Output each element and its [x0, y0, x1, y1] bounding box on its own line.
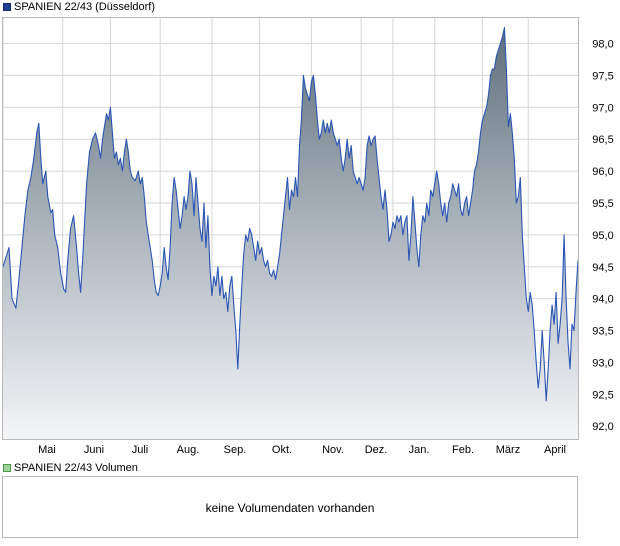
y-tick-label: 97,5	[592, 70, 613, 82]
watermark: AKTIEN	[209, 201, 267, 218]
x-tick-label: Nov.	[322, 444, 344, 456]
no-volume-message: keine Volumendaten vorhanden	[205, 501, 375, 515]
y-tick-label: 95,5	[592, 198, 613, 210]
plot-frame	[2, 17, 579, 440]
y-tick-label: 95,0	[592, 230, 613, 242]
y-tick-label: 97,0	[592, 102, 613, 114]
price-legend: SPANIEN 22/43 (Düsseldorf)	[3, 1, 155, 13]
x-tick-label: Juni	[84, 444, 104, 456]
volume-panel: keine Volumendaten vorhanden	[2, 476, 578, 538]
price-area	[3, 27, 578, 439]
y-tick-label: 96,0	[592, 166, 613, 178]
volume-legend-label: SPANIEN 22/43 Volumen	[14, 462, 138, 474]
x-tick-label: Mai	[38, 444, 56, 456]
x-tick-label: Okt.	[272, 444, 292, 456]
price-line	[2, 27, 579, 402]
x-tick-label: April	[544, 444, 566, 456]
x-tick-label: Aug.	[177, 444, 200, 456]
volume-legend: SPANIEN 22/43 Volumen	[3, 462, 138, 474]
x-tick-label: Jan.	[409, 444, 430, 456]
price-legend-label: SPANIEN 22/43 (Düsseldorf)	[14, 1, 156, 13]
volume-legend-swatch	[3, 464, 11, 472]
x-tick-label: Feb.	[452, 444, 474, 456]
x-tick-label: Dez.	[365, 444, 388, 456]
x-tick-label: Sep.	[224, 444, 247, 456]
y-tick-label: 93,0	[592, 357, 613, 369]
y-tick-label: 96,5	[592, 134, 613, 146]
price-legend-swatch	[3, 3, 11, 11]
y-tick-label: 92,5	[592, 389, 613, 401]
y-tick-label: 94,0	[592, 294, 613, 306]
price-chart: AKTIEN 92,092,593,093,594,094,595,095,59…	[2, 17, 614, 456]
y-tick-label: 93,5	[592, 326, 613, 338]
x-axis: Mai Juni Juli Aug. Sep. Okt. Nov. Dez. Jan. Feb. M…	[38, 444, 566, 456]
x-tick-label: März	[496, 444, 520, 456]
y-tick-label: 98,0	[592, 39, 613, 51]
y-tick-label: 92,0	[592, 421, 613, 433]
x-tick-label: Juli	[132, 444, 149, 456]
y-tick-label: 94,5	[592, 262, 613, 274]
y-axis: 92,0 92,5 93,0 93,5 94,0 94,5 95,0 95,5 96,0 96,5…	[592, 39, 613, 434]
